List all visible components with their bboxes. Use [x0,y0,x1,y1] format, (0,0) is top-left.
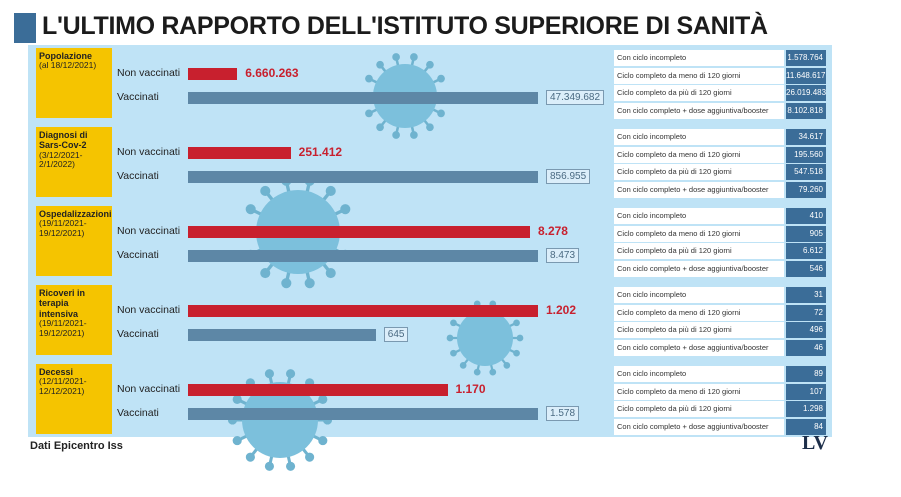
breakdown-label: Con ciclo completo + dose aggiuntiva/boo… [614,339,784,356]
value-label: 1.578 [546,406,580,421]
breakdown-value: 8.102.818 [786,102,826,119]
value-label: 8.278 [537,224,568,238]
breakdown-label: Ciclo completo da più di 120 giorni [614,322,784,338]
breakdown-label: Con ciclo incompleto [614,50,784,66]
breakdown-value: 905 [786,225,826,242]
breakdown-value: 84 [786,418,826,435]
breakdown-label: Con ciclo incompleto [614,287,784,303]
breakdown-value: 79.260 [786,181,826,198]
section-label: Popolazione [39,51,93,61]
breakdown-value: 107 [786,383,826,400]
breakdown-label: Con ciclo completo + dose aggiuntiva/boo… [614,102,784,119]
breakdown-value: 31 [786,287,826,303]
section-box: Diagnosi di Sars-Cov-2 (3/12/2021-2/1/202… [36,127,112,197]
row-name: Non vaccinati [117,304,181,316]
breakdown-value: 11.648.617 [786,67,826,84]
section-period: (12/11/2021-12/12/2021) [39,376,87,397]
breakdown-label: Ciclo completo da più di 120 giorni [614,401,784,417]
breakdown-value: 6.612 [786,243,826,259]
breakdown-value: 1.298 [786,401,826,417]
section-label: Ospedalizzazioni [39,209,112,219]
section-box: Decessi (12/11/2021-12/12/2021) [36,364,112,434]
title: L'ULTIMO RAPPORTO DELL'ISTITUTO SUPERIOR… [42,12,768,40]
breakdown-label: Ciclo completo da meno di 120 giorni [614,146,784,163]
row-name: Vaccinati [117,91,159,103]
row-name: Non vaccinati [117,146,181,158]
breakdown-label: Con ciclo completo + dose aggiuntiva/boo… [614,260,784,277]
bar [188,92,538,104]
value-label: 1.170 [455,382,486,396]
source: Dati Epicentro Iss [30,440,123,452]
bar [188,384,448,396]
breakdown-label: Con ciclo incompleto [614,208,784,224]
bar [188,250,538,262]
section-box: Ospedalizzazioni (19/11/2021-19/12/2021) [36,206,112,276]
breakdown-label: Ciclo completo da più di 120 giorni [614,85,784,101]
virus-icon [227,369,333,471]
breakdown-value: 26.019.483 [786,85,826,101]
bar [188,305,538,317]
breakdown-value: 89 [786,366,826,382]
breakdown-label: Ciclo completo da meno di 120 giorni [614,383,784,400]
bar [188,68,238,80]
breakdown-value: 46 [786,339,826,356]
breakdown-value: 1.578.764 [786,50,826,66]
value-label: 1.202 [546,303,577,317]
title-marker [14,13,36,43]
bar [188,408,538,420]
breakdown-value: 546 [786,260,826,277]
bar [188,171,538,183]
breakdown-value: 547.518 [786,164,826,180]
row-name: Non vaccinati [117,67,181,79]
row-name: Vaccinati [117,328,159,340]
section-period: (19/11/2021-19/12/2021) [39,218,87,239]
value-label: 8.473 [546,248,580,263]
breakdown-value: 410 [786,208,826,224]
breakdown-label: Ciclo completo da meno di 120 giorni [614,304,784,321]
value-label: 251.412 [298,145,343,159]
breakdown-label: Con ciclo completo + dose aggiuntiva/boo… [614,418,784,435]
row-name: Vaccinati [117,249,159,261]
breakdown-label: Con ciclo completo + dose aggiuntiva/boo… [614,181,784,198]
breakdown-label: Con ciclo incompleto [614,129,784,145]
breakdown-value: 496 [786,322,826,338]
value-label: 856.955 [546,169,591,184]
logo: LV [802,432,828,454]
value-label: 47.349.682 [546,90,605,105]
section-period: (al 18/12/2021) [39,60,97,71]
breakdown-value: 72 [786,304,826,321]
breakdown-label: Ciclo completo da più di 120 giorni [614,164,784,180]
breakdown-label: Ciclo completo da meno di 120 giorni [614,225,784,242]
section-label: Decessi [39,367,74,377]
value-label: 645 [383,327,409,342]
bar [188,147,291,159]
value-label: 6.660.263 [245,66,299,80]
breakdown-value: 34.617 [786,129,826,145]
section-label: Ricoveri in terapia intensiva [39,288,86,319]
bar [188,329,376,341]
section-box: Popolazione (al 18/12/2021) [36,48,112,118]
row-name: Vaccinati [117,170,159,182]
section-period: (19/11/2021-19/12/2021) [39,318,87,338]
section-period: (3/12/2021-2/1/2022) [39,149,83,170]
breakdown-label: Ciclo completo da meno di 120 giorni [614,67,784,84]
section-box: Ricoveri in terapia intensiva (19/11/2021… [36,285,112,355]
breakdown-value: 195.560 [786,146,826,163]
row-name: Vaccinati [117,407,159,419]
breakdown-label: Con ciclo incompleto [614,366,784,382]
breakdown-label: Ciclo completo da più di 120 giorni [614,243,784,259]
row-name: Non vaccinati [117,225,181,237]
bar [188,226,530,238]
section-label: Diagnosi di Sars-Cov-2 [39,130,88,151]
row-name: Non vaccinati [117,383,181,395]
